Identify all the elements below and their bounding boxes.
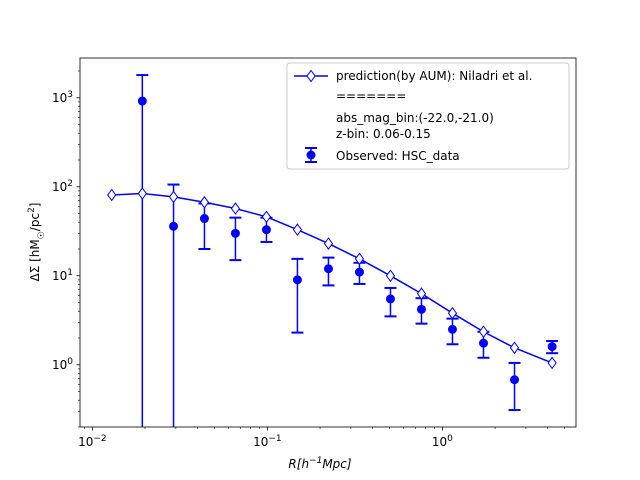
prediction-marker xyxy=(416,287,427,301)
prediction-marker xyxy=(107,188,117,202)
prediction-marker xyxy=(199,195,210,209)
observed-point xyxy=(547,342,557,352)
prediction-marker xyxy=(168,190,179,204)
prediction-marker xyxy=(354,252,365,266)
legend-marker-prediction xyxy=(294,69,328,83)
x-tick-label: 100 xyxy=(432,434,453,449)
observed-point xyxy=(230,228,240,238)
prediction-marker xyxy=(137,187,147,200)
y-tick-label: 103 xyxy=(52,90,73,105)
legend: prediction(by AUM): Niladri et al. =====… xyxy=(286,62,570,170)
prediction-marker xyxy=(261,210,272,224)
prediction-marker xyxy=(230,202,241,215)
x-axis-ticks: 10−2 10−1 100 xyxy=(78,427,566,449)
y-tick-label: 101 xyxy=(52,268,73,283)
prediction-marker xyxy=(547,356,557,370)
y-tick-label: 100 xyxy=(52,357,73,372)
prediction-marker xyxy=(478,325,489,339)
observed-point xyxy=(292,275,302,285)
legend-label: abs_mag_bin:(-22.0,-21.0) xyxy=(336,111,494,125)
observed-series xyxy=(136,74,559,427)
observed-point xyxy=(354,267,364,277)
plot-frame xyxy=(79,57,577,428)
prediction-marker xyxy=(323,237,334,250)
observed-point xyxy=(416,304,426,314)
legend-label: z-bin: 0.06-0.15 xyxy=(336,127,431,141)
observed-point xyxy=(199,214,209,224)
observed-point xyxy=(323,264,333,274)
x-tick-label: 10−2 xyxy=(78,434,107,449)
observed-point xyxy=(478,338,488,348)
observed-point xyxy=(137,96,147,106)
observed-point xyxy=(385,294,395,304)
observed-point xyxy=(447,324,457,334)
legend-marker-observed xyxy=(305,147,317,163)
prediction-marker xyxy=(509,341,520,355)
legend-label: ======= xyxy=(336,89,406,103)
x-axis-label: R[h−1Mpc] xyxy=(288,456,351,471)
prediction-series xyxy=(107,187,557,370)
x-tick-label: 10−1 xyxy=(253,434,282,449)
legend-label: Observed: HSC_data xyxy=(336,149,460,163)
observed-point xyxy=(510,375,520,385)
observed-point xyxy=(169,221,179,231)
y-tick-label: 102 xyxy=(52,179,73,194)
prediction-marker xyxy=(447,306,458,320)
observed-point xyxy=(261,225,271,235)
prediction-marker xyxy=(292,223,303,236)
legend-box xyxy=(286,62,570,170)
legend-label: prediction(by AUM): Niladri et al. xyxy=(336,69,532,83)
prediction-marker xyxy=(385,269,396,283)
